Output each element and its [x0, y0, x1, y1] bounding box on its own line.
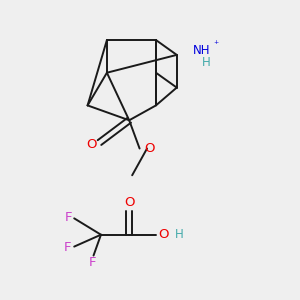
Text: F: F: [88, 256, 96, 269]
Text: NH: NH: [193, 44, 211, 57]
Text: O: O: [86, 138, 96, 151]
Text: H: H: [175, 228, 184, 241]
Text: F: F: [64, 241, 71, 254]
Text: F: F: [64, 211, 72, 224]
Text: O: O: [144, 142, 154, 155]
Text: H: H: [202, 56, 211, 69]
Text: ⁺: ⁺: [213, 40, 219, 50]
Text: O: O: [124, 196, 134, 208]
Text: O: O: [158, 228, 169, 241]
